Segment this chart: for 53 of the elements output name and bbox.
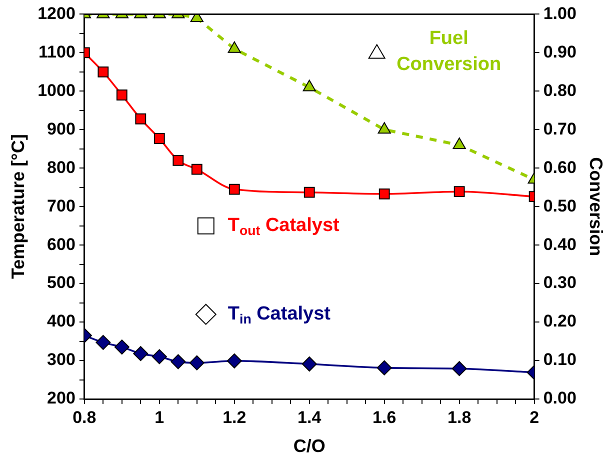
x-tick-label: 1.8: [448, 408, 472, 427]
point: [454, 186, 465, 198]
y-tick-label: 1100: [38, 42, 76, 62]
x-tick-label: 2: [530, 408, 540, 427]
y2-tick-label: 0.90: [543, 42, 576, 62]
point: [116, 90, 128, 100]
point: [302, 356, 317, 372]
y-tick-label: 500: [47, 273, 76, 292]
y2-tick-label: 0.00: [543, 388, 576, 408]
point: [172, 154, 184, 166]
point: [191, 164, 202, 175]
y-tick-label: 1200: [38, 4, 76, 23]
y-tick-label: 1000: [38, 80, 76, 100]
point: [133, 346, 148, 362]
y2-axis-title: Conversion: [586, 157, 606, 256]
point: [376, 360, 392, 376]
y-tick-label: 300: [47, 350, 76, 370]
y2-tick-label: 1.00: [543, 4, 576, 23]
point: [170, 354, 186, 370]
point: [378, 188, 390, 200]
point: [189, 355, 204, 370]
y2-tick-label: 0.80: [543, 80, 576, 100]
y2-tick-label: 0.50: [543, 196, 576, 216]
x-tick-label: 1.2: [222, 408, 246, 427]
point: [152, 349, 167, 364]
y2-tick-label: 0.60: [543, 158, 576, 177]
point: [228, 184, 240, 195]
y-tick-label: 900: [47, 119, 76, 138]
x-tick-label: 1.6: [372, 408, 396, 427]
x-axis-title: C/O: [293, 436, 326, 456]
point: [135, 113, 146, 124]
point: [226, 353, 242, 368]
point: [154, 133, 165, 144]
point: [452, 361, 467, 376]
point: [96, 334, 111, 350]
legend-label: Fuel Conversion: [396, 28, 502, 75]
y2-tick-label: 0.20: [543, 312, 576, 331]
y-tick-label: 600: [47, 234, 76, 254]
y-tick-label: 800: [47, 158, 76, 177]
y2-tick-label: 0.40: [543, 234, 576, 254]
y2-tick-label: 0.10: [543, 350, 576, 370]
x-tick-label: 1.4: [298, 408, 322, 427]
y-tick-label: 400: [47, 312, 76, 331]
y-axis-title: Temperature [°C]: [8, 134, 28, 280]
y2-tick-label: 0.70: [543, 119, 576, 138]
y-tick-label: 700: [47, 196, 76, 216]
point: [98, 66, 109, 78]
x-tick-label: 0.8: [72, 408, 96, 427]
y-tick-label: 200: [47, 388, 76, 408]
point: [114, 340, 130, 355]
x-tick-label: 1: [154, 408, 164, 427]
y2-tick-label: 0.30: [543, 273, 576, 292]
point: [304, 186, 315, 198]
